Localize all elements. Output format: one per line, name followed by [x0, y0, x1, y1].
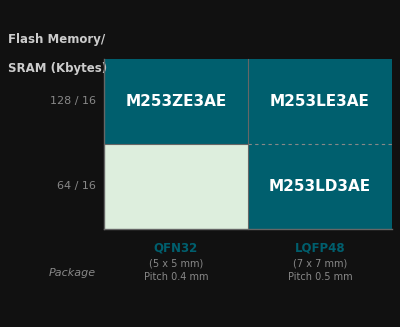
Bar — [248, 144, 392, 229]
Text: Flash Memory/: Flash Memory/ — [8, 33, 105, 46]
Text: (5 x 5 mm)
Pitch 0.4 mm: (5 x 5 mm) Pitch 0.4 mm — [144, 258, 208, 282]
Text: (7 x 7 mm)
Pitch 0.5 mm: (7 x 7 mm) Pitch 0.5 mm — [288, 258, 352, 282]
Bar — [104, 59, 248, 144]
Text: 128 / 16: 128 / 16 — [50, 96, 96, 106]
Text: SRAM (Kbytes): SRAM (Kbytes) — [8, 62, 107, 75]
Text: 64 / 16: 64 / 16 — [57, 181, 96, 191]
Text: Package: Package — [49, 268, 96, 278]
Text: M253LE3AE: M253LE3AE — [270, 94, 370, 109]
Text: LQFP48: LQFP48 — [295, 242, 345, 255]
Bar — [104, 144, 248, 229]
Text: QFN32: QFN32 — [154, 242, 198, 255]
Text: M253ZE3AE: M253ZE3AE — [125, 94, 227, 109]
Bar — [248, 59, 392, 144]
Text: M253LD3AE: M253LD3AE — [269, 179, 371, 194]
